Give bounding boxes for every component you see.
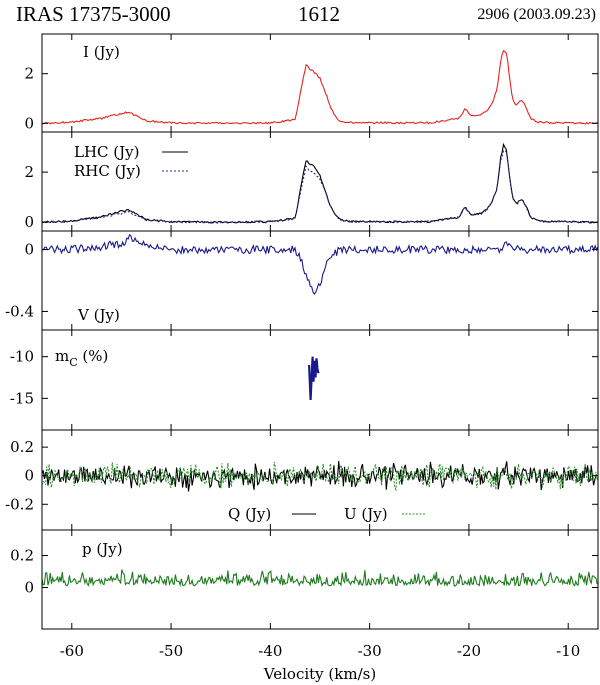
panel-v: 0 -0.4 V (Jy) xyxy=(5,230,599,331)
panel-label: V (Jy) xyxy=(77,306,120,324)
series-p-0 xyxy=(41,569,598,588)
panel-p: 0.2 0 p (Jy) xyxy=(10,529,599,630)
series-lhc-rhc-0 xyxy=(41,142,599,224)
epoch-title: 2906 (2003.09.23) xyxy=(477,6,596,23)
y-tick-label: 2 xyxy=(24,163,34,181)
panel-i: 0 2 I (Jy) xyxy=(24,33,599,133)
series-mc-0 xyxy=(308,356,320,401)
panel-frame xyxy=(41,230,599,331)
y-tick-label: 0 xyxy=(24,241,34,259)
panel-frame xyxy=(41,329,599,431)
y-tick-label: 0 xyxy=(24,467,34,485)
y-tick-label: 0 xyxy=(24,213,34,231)
y-tick-label: 0.2 xyxy=(10,547,34,565)
y-tick-label: 0 xyxy=(24,578,34,596)
frequency-title: 1612 xyxy=(298,2,340,26)
panel-frame xyxy=(41,33,599,133)
x-tick-label: -10 xyxy=(556,642,580,660)
y-tick-label: 0.2 xyxy=(10,438,34,456)
x-tick-label: -30 xyxy=(358,642,382,660)
series-qu-1 xyxy=(41,461,598,492)
y-tick-label: -15 xyxy=(10,389,34,407)
y-tick-label: -10 xyxy=(10,348,34,366)
panel-lhc-rhc: 0 2 LHC (Jy)RHC (Jy) xyxy=(24,131,599,232)
panel-label: mC (%) xyxy=(55,347,108,369)
x-tick-label: -60 xyxy=(60,642,84,660)
y-tick-label: 2 xyxy=(24,65,34,83)
series-v-0 xyxy=(41,233,599,295)
y-tick-label: 0 xyxy=(24,114,34,132)
panel-frame xyxy=(41,529,599,630)
x-tick-label: -40 xyxy=(258,642,282,660)
source-title: IRAS 17375-3000 xyxy=(16,2,171,26)
panel-label: I (Jy) xyxy=(83,43,120,61)
panel-qu: 0.2 0 -0.2 Q (Jy) U (Jy) xyxy=(5,429,599,531)
panel-label: p (Jy) xyxy=(82,540,123,558)
x-axis-label: Velocity (km/s) xyxy=(263,665,376,683)
series-lhc-rhc-1 xyxy=(41,149,599,224)
x-tick-label: -20 xyxy=(457,642,481,660)
legend-label: U (Jy) xyxy=(344,505,388,523)
panel-mc: -10 -15 mC (%) xyxy=(10,329,599,431)
x-tick-label: -50 xyxy=(159,642,183,660)
legend-label: Q (Jy) xyxy=(228,505,271,523)
y-tick-label: -0.2 xyxy=(5,495,34,513)
legend-label: LHC (Jy) xyxy=(74,143,139,161)
legend-label: RHC (Jy) xyxy=(74,162,141,180)
y-tick-label: -0.4 xyxy=(5,302,34,320)
series-i-0 xyxy=(41,50,599,125)
